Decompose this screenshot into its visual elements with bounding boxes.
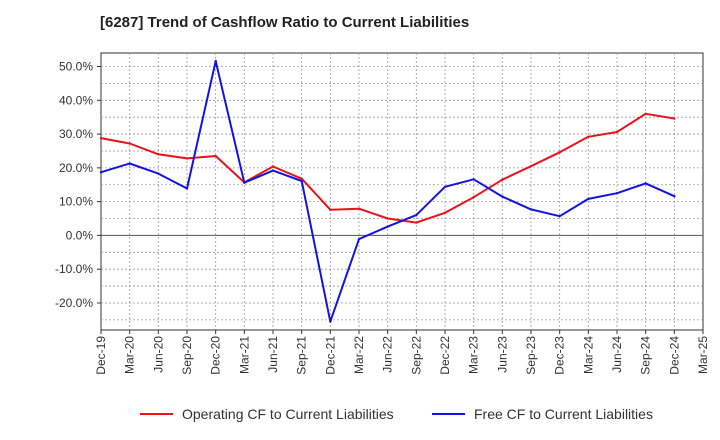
operating-cf-point <box>501 178 504 181</box>
free-cf-point <box>501 195 504 198</box>
operating-cf-point <box>157 153 160 156</box>
x-tick-label: Dec-24 <box>667 336 681 375</box>
operating-cf-point <box>357 207 361 210</box>
free-cf-point <box>558 214 561 218</box>
y-tick-label: 30.0% <box>59 127 93 141</box>
operating-cf-point <box>472 196 475 199</box>
x-tick-label: Sep-23 <box>524 336 538 375</box>
operating-cf-point <box>329 208 332 211</box>
x-tick-label: Dec-19 <box>94 336 108 375</box>
x-tick-label: Jun-24 <box>610 336 624 373</box>
x-tick-label: Mar-25 <box>696 336 710 374</box>
free-cf-point <box>386 225 389 228</box>
free-cf-point <box>615 191 619 195</box>
operating-cf-point <box>587 135 590 138</box>
free-cf-point <box>329 320 332 323</box>
y-tick-label: 20.0% <box>59 161 93 175</box>
x-tick-label: Jun-22 <box>381 336 395 373</box>
operating-cf-point <box>386 217 389 220</box>
y-tick-label: 50.0% <box>59 60 93 74</box>
x-tick-label: Dec-23 <box>553 336 567 375</box>
chart-title: [6287] Trend of Cashflow Ratio to Curren… <box>100 14 470 31</box>
operating-cf-point <box>300 177 303 180</box>
free-cf-point <box>644 182 647 185</box>
operating-cf-point <box>415 221 418 224</box>
x-tick-label: Mar-21 <box>237 336 251 374</box>
operating-cf-point <box>615 130 619 134</box>
operating-cf-point <box>644 112 647 116</box>
y-tick-label: -10.0% <box>55 262 93 276</box>
free-cf-point <box>529 208 533 211</box>
x-tick-label: Mar-20 <box>123 336 137 374</box>
free-cf-point <box>587 197 590 201</box>
x-tick-label: Dec-21 <box>323 336 337 375</box>
x-tick-label: Dec-22 <box>438 336 452 375</box>
operating-cf-point <box>214 154 217 158</box>
axis-layer: 50.0% 40.0% 30.0% 20.0% 10.0% 0.0% -10.0% -20.0… <box>55 60 710 375</box>
x-tick-label: Dec-20 <box>209 336 223 375</box>
operating-cf-point <box>673 117 676 120</box>
operating-cf-point <box>99 136 103 140</box>
x-tick-label: Sep-24 <box>639 336 653 375</box>
free-cf-point <box>214 59 217 63</box>
operating-cf-point <box>443 211 447 214</box>
operating-cf-point <box>185 157 189 160</box>
x-tick-label: Mar-22 <box>352 336 366 374</box>
free-cf-point <box>472 178 475 181</box>
free-cf-point <box>443 185 447 188</box>
x-tick-label: Sep-20 <box>180 336 194 375</box>
plot-area <box>100 52 704 331</box>
series-layer <box>99 59 676 323</box>
free-cf-point <box>185 187 189 190</box>
x-tick-label: Jun-20 <box>151 336 165 373</box>
free-cf-point <box>673 195 676 198</box>
legend-label-free-cf: Free CF to Current Liabilities <box>474 406 653 422</box>
legend-label-operating-cf: Operating CF to Current Liabilities <box>182 406 394 422</box>
free-cf-point <box>157 172 160 175</box>
x-tick-label: Mar-23 <box>467 336 481 374</box>
y-tick-label: 10.0% <box>59 195 93 209</box>
free-cf-point <box>415 213 418 217</box>
free-cf-point <box>357 237 361 241</box>
x-tick-label: Jun-23 <box>495 336 509 373</box>
free-cf-point <box>300 179 303 183</box>
x-tick-label: Jun-21 <box>266 336 280 373</box>
free-cf-point <box>271 169 275 172</box>
operating-cf-point <box>558 151 561 154</box>
operating-cf-point <box>271 165 275 168</box>
x-tick-label: Sep-21 <box>295 336 309 375</box>
x-tick-label: Sep-22 <box>409 336 423 375</box>
operating-cf-point <box>128 142 131 145</box>
y-tick-label: 40.0% <box>59 93 93 107</box>
operating-cf-point <box>529 164 533 168</box>
x-tick-label: Mar-24 <box>581 336 595 374</box>
free-cf-point <box>243 181 246 184</box>
y-tick-label: 0.0% <box>66 228 94 242</box>
legend: Operating CF to Current Liabilities Free… <box>140 406 653 422</box>
free-cf-point <box>128 162 131 165</box>
free-cf-point <box>99 171 103 174</box>
y-tick-label: -20.0% <box>55 296 93 310</box>
